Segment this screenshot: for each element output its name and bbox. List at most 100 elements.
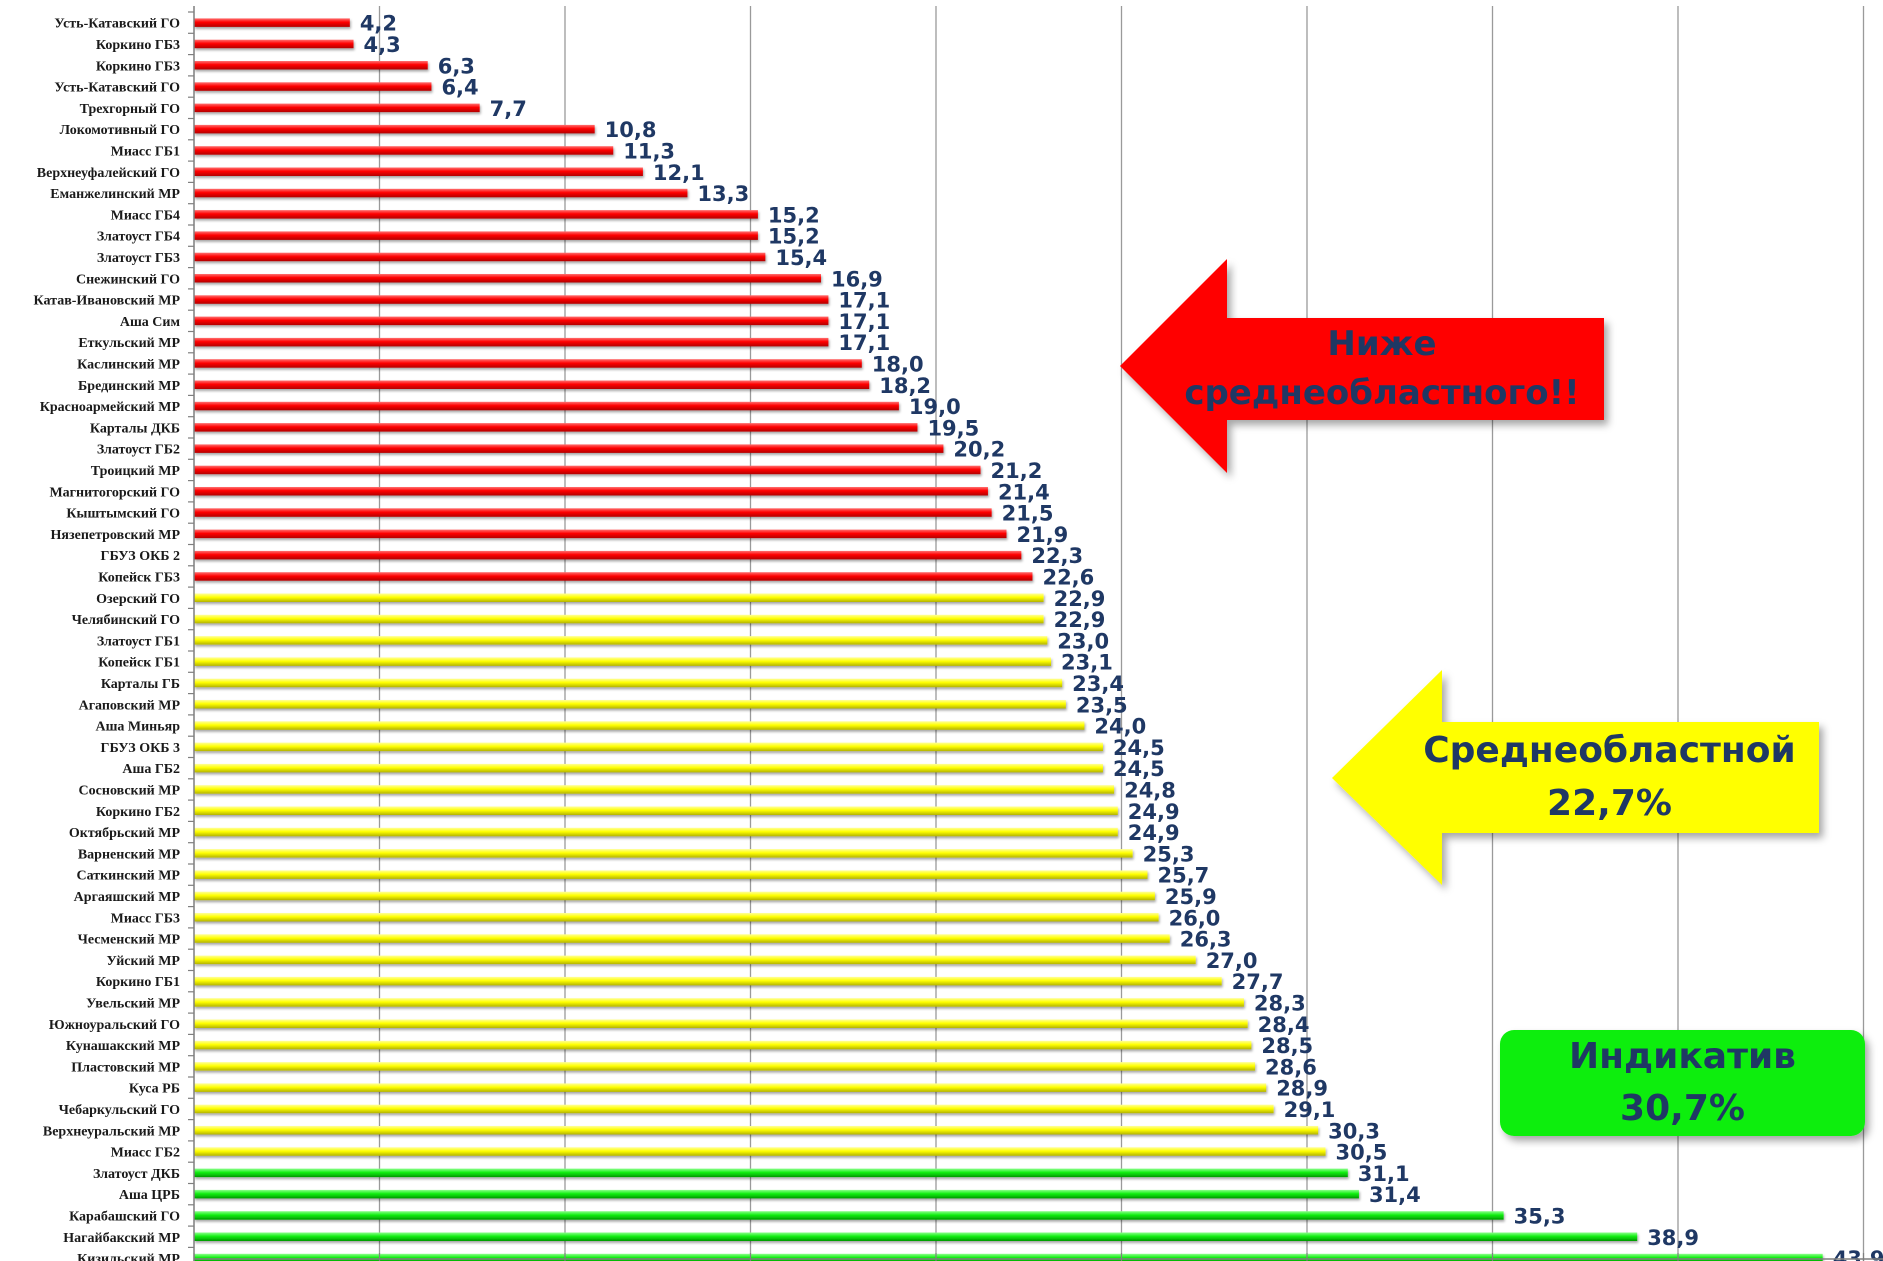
value-label: 4,3 xyxy=(364,33,401,57)
bar xyxy=(194,593,1044,602)
category-label: Златоуст ГБ3 xyxy=(97,251,180,266)
value-label: 31,1 xyxy=(1358,1162,1410,1186)
value-label: 17,1 xyxy=(838,310,890,334)
bar xyxy=(194,124,595,134)
category-label: Снежинский ГО xyxy=(76,272,180,287)
category-label: Саткинский МР xyxy=(76,869,180,884)
category-label: Верхнеуфалейский ГО xyxy=(37,166,180,181)
bar xyxy=(194,39,354,49)
category-label: Еткульский МР xyxy=(78,336,180,351)
value-label: 27,7 xyxy=(1232,970,1284,994)
indicator-callout-text: Индикатив 30,7% xyxy=(1500,1030,1865,1136)
value-label: 15,2 xyxy=(768,203,820,227)
bar xyxy=(194,103,480,113)
category-label: Златоуст ГБ1 xyxy=(97,634,180,649)
value-label: 24,9 xyxy=(1128,821,1180,845)
value-label: 19,5 xyxy=(927,416,979,440)
bar xyxy=(194,1189,1359,1199)
bar xyxy=(194,188,688,198)
category-label: Локомотивный ГО xyxy=(60,123,180,138)
value-label: 6,4 xyxy=(441,76,478,100)
below-average-arrow xyxy=(1120,259,1604,473)
value-label: 4,2 xyxy=(360,12,397,36)
bar xyxy=(194,1019,1248,1028)
value-label: 28,3 xyxy=(1254,991,1306,1015)
value-label: 28,9 xyxy=(1276,1077,1328,1101)
category-label: Каслинский МР xyxy=(77,357,180,372)
bar xyxy=(194,1126,1319,1135)
value-label: 19,0 xyxy=(909,395,961,419)
category-label: Южноуральский ГО xyxy=(49,1018,180,1033)
average-callout-line1: Среднеобластной xyxy=(1423,730,1796,772)
below-average-callout-text: Ниже среднеобластного!! xyxy=(1160,318,1604,420)
value-label: 27,0 xyxy=(1206,949,1258,973)
category-label: Магнитогорский ГО xyxy=(49,485,180,500)
bar xyxy=(194,316,829,326)
bar xyxy=(194,1062,1256,1071)
bar xyxy=(194,742,1103,752)
value-label: 28,4 xyxy=(1258,1013,1310,1037)
value-label: 23,1 xyxy=(1061,651,1113,675)
value-label: 28,6 xyxy=(1265,1055,1317,1079)
bar xyxy=(194,1168,1348,1178)
value-label: 7,7 xyxy=(490,97,527,121)
category-label: Троицкий МР xyxy=(91,464,181,479)
category-label: Октябрьский МР xyxy=(69,826,181,841)
bar xyxy=(194,870,1148,879)
category-label: Сосновский МР xyxy=(79,783,181,798)
bar xyxy=(194,721,1085,730)
value-label: 10,8 xyxy=(605,118,657,142)
category-label: Коркино ГБ2 xyxy=(96,805,180,820)
indicator-callout-line2: 30,7% xyxy=(1620,1088,1745,1129)
value-label: 22,9 xyxy=(1054,608,1106,632)
bar xyxy=(194,827,1118,837)
bar xyxy=(194,849,1133,858)
category-label: Миасс ГБ2 xyxy=(111,1146,180,1161)
category-label: Пластовский МР xyxy=(71,1060,180,1075)
category-label: Аша ГБ2 xyxy=(122,762,180,777)
category-label: Агаповский МР xyxy=(79,698,181,713)
bar xyxy=(194,976,1222,986)
category-label: Чебаркульский ГО xyxy=(59,1103,181,1118)
bar xyxy=(194,444,944,453)
bar xyxy=(194,1147,1326,1156)
bar xyxy=(194,82,432,91)
callouts xyxy=(1120,259,1865,1136)
category-label: Златоуст ДКБ xyxy=(93,1167,180,1182)
bar xyxy=(194,380,870,389)
average-callout-text: Среднеобластной 22,7% xyxy=(1400,722,1819,833)
bar xyxy=(194,1211,1504,1220)
value-label: 35,3 xyxy=(1514,1204,1566,1228)
bar xyxy=(194,1104,1274,1114)
category-label: Аша ЦРБ xyxy=(119,1188,180,1203)
bar xyxy=(194,487,988,496)
value-label: 12,1 xyxy=(653,161,705,185)
bar xyxy=(194,252,766,262)
category-label: Еманжелинский МР xyxy=(50,187,180,202)
category-label: Миасс ГБ1 xyxy=(111,144,180,159)
value-label: 23,4 xyxy=(1072,672,1124,696)
value-label: 17,1 xyxy=(838,331,890,355)
value-label: 24,5 xyxy=(1113,757,1165,781)
bar xyxy=(194,1083,1267,1092)
below-callout-line1: Ниже xyxy=(1327,323,1437,364)
bar xyxy=(194,998,1244,1007)
value-label: 31,4 xyxy=(1369,1183,1421,1207)
category-label: Коркино ГБ1 xyxy=(96,975,180,990)
category-label: Карталы ДКБ xyxy=(90,421,180,436)
category-label: ГБУЗ ОКБ 2 xyxy=(101,549,180,564)
bar xyxy=(194,572,1033,581)
indicator-callout-line1: Индикатив xyxy=(1569,1035,1796,1077)
value-label: 30,3 xyxy=(1328,1119,1380,1143)
value-label: 28,5 xyxy=(1261,1034,1313,1058)
value-label: 20,2 xyxy=(953,438,1005,462)
bar xyxy=(194,891,1155,901)
category-label: Красноармейский МР xyxy=(40,400,181,415)
bar xyxy=(194,678,1063,688)
value-label: 24,9 xyxy=(1128,800,1180,824)
value-label: 22,6 xyxy=(1042,565,1094,589)
category-label: Миасс ГБ3 xyxy=(111,911,180,926)
bar xyxy=(194,657,1052,666)
bar xyxy=(194,295,829,304)
value-label: 25,9 xyxy=(1165,885,1217,909)
